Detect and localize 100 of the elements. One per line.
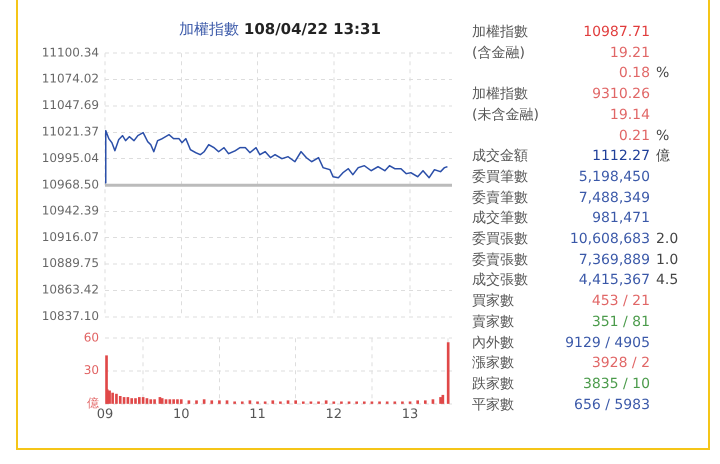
bar	[168, 399, 172, 404]
text: 1112.27	[592, 148, 650, 164]
bar	[355, 401, 358, 404]
bar	[446, 342, 450, 404]
x-tick-label: 13	[402, 407, 418, 422]
text: 351 / 81	[592, 314, 650, 330]
text: 1.0	[656, 250, 678, 270]
bar	[164, 399, 168, 404]
bar	[340, 401, 343, 404]
bar	[142, 397, 144, 404]
y-tick-label: 億	[87, 396, 99, 410]
text: 0.21	[618, 128, 650, 144]
y-tick-label: 11021.37	[42, 124, 99, 138]
bar	[149, 399, 152, 404]
bar	[176, 399, 179, 404]
text: 2.0	[656, 230, 678, 249]
bar	[264, 401, 266, 404]
category-label: (未含金融)	[472, 106, 539, 125]
text: 4.5	[656, 271, 678, 290]
text: 0.18	[618, 65, 650, 82]
bar	[317, 401, 320, 404]
bar	[286, 400, 290, 404]
text: 9129 / 4905	[565, 334, 650, 350]
bar	[188, 400, 190, 404]
text: 656 / 5983	[574, 396, 650, 413]
x-tick-label: 10	[172, 407, 190, 422]
bar	[138, 397, 141, 404]
bar	[115, 394, 118, 404]
text: 3928 / 2	[592, 355, 650, 372]
bar	[195, 400, 198, 404]
y-tick-label: 11047.69	[42, 98, 99, 112]
bar	[153, 399, 156, 404]
bar	[240, 401, 244, 404]
bar	[126, 397, 130, 404]
y-tick-label: 10863.42	[42, 282, 99, 297]
bar	[226, 400, 228, 404]
bar	[122, 397, 126, 404]
y-tick-label: 10995.04	[42, 150, 99, 165]
bar	[378, 401, 381, 404]
bar	[158, 397, 162, 404]
bar	[432, 399, 434, 404]
text: 7,488,349	[578, 190, 650, 206]
y-tick-label: 10889.75	[42, 256, 99, 270]
category-label: 加權指數	[472, 85, 528, 104]
chart-title: 加權指數 108/04/22 13:31	[179, 20, 381, 38]
bar	[256, 401, 259, 404]
text: 9310.26	[592, 86, 650, 102]
bar	[218, 400, 221, 404]
category-label: 成交筆數	[472, 209, 528, 228]
y-tick-label: 10942.39	[42, 203, 99, 218]
bar	[401, 401, 404, 404]
bar	[332, 401, 336, 404]
bar	[271, 400, 274, 404]
x-tick-label: 11	[249, 407, 266, 422]
category-label: 平家數	[472, 396, 514, 415]
bar	[108, 390, 111, 404]
category-label: 成交金額	[472, 147, 528, 166]
text: 10987.71	[583, 24, 650, 40]
bar	[442, 394, 444, 404]
category-label: 買家數	[472, 292, 514, 312]
text: 10,608,683	[570, 231, 650, 247]
bar	[180, 399, 183, 404]
bar	[160, 398, 164, 404]
bar	[439, 397, 442, 404]
category-label: 委賣張數	[472, 250, 528, 270]
bar	[172, 399, 175, 404]
bar	[146, 398, 148, 404]
category-label: 委賣筆數	[472, 188, 528, 208]
y-tick-label: 11100.34	[42, 45, 99, 60]
category-label: 成交張數	[472, 271, 528, 290]
category-label: 委買筆數	[472, 168, 528, 187]
x-tick-label: 12	[326, 407, 342, 422]
y-tick-label: 11074.02	[42, 72, 99, 86]
text: 19.14	[610, 106, 650, 123]
bar	[248, 400, 252, 404]
bar	[424, 400, 427, 404]
bar	[202, 399, 206, 404]
x-tick-label: 09	[96, 407, 114, 422]
bar	[210, 400, 214, 404]
text: 5,198,450	[578, 168, 650, 185]
text: 3835 / 10	[582, 376, 650, 392]
category-label: 跌家數	[472, 374, 514, 394]
bar	[294, 400, 297, 404]
text: %	[656, 126, 670, 146]
bar	[130, 398, 134, 404]
text: 7,369,889	[578, 252, 650, 268]
text: 4,415,367	[578, 272, 650, 288]
bar	[324, 400, 328, 404]
category-label: 委買張數	[472, 230, 528, 249]
y-tick-label: 10968.50	[42, 177, 99, 192]
y-tick-label: 10916.07	[42, 230, 99, 244]
bar	[111, 392, 114, 404]
bar	[279, 401, 282, 404]
bar	[416, 400, 420, 404]
category-label: 漲家數	[472, 354, 514, 374]
bar	[310, 401, 312, 404]
text: %	[656, 64, 670, 84]
text: 981,471	[592, 210, 650, 226]
bar	[393, 401, 396, 404]
bar	[134, 398, 137, 404]
